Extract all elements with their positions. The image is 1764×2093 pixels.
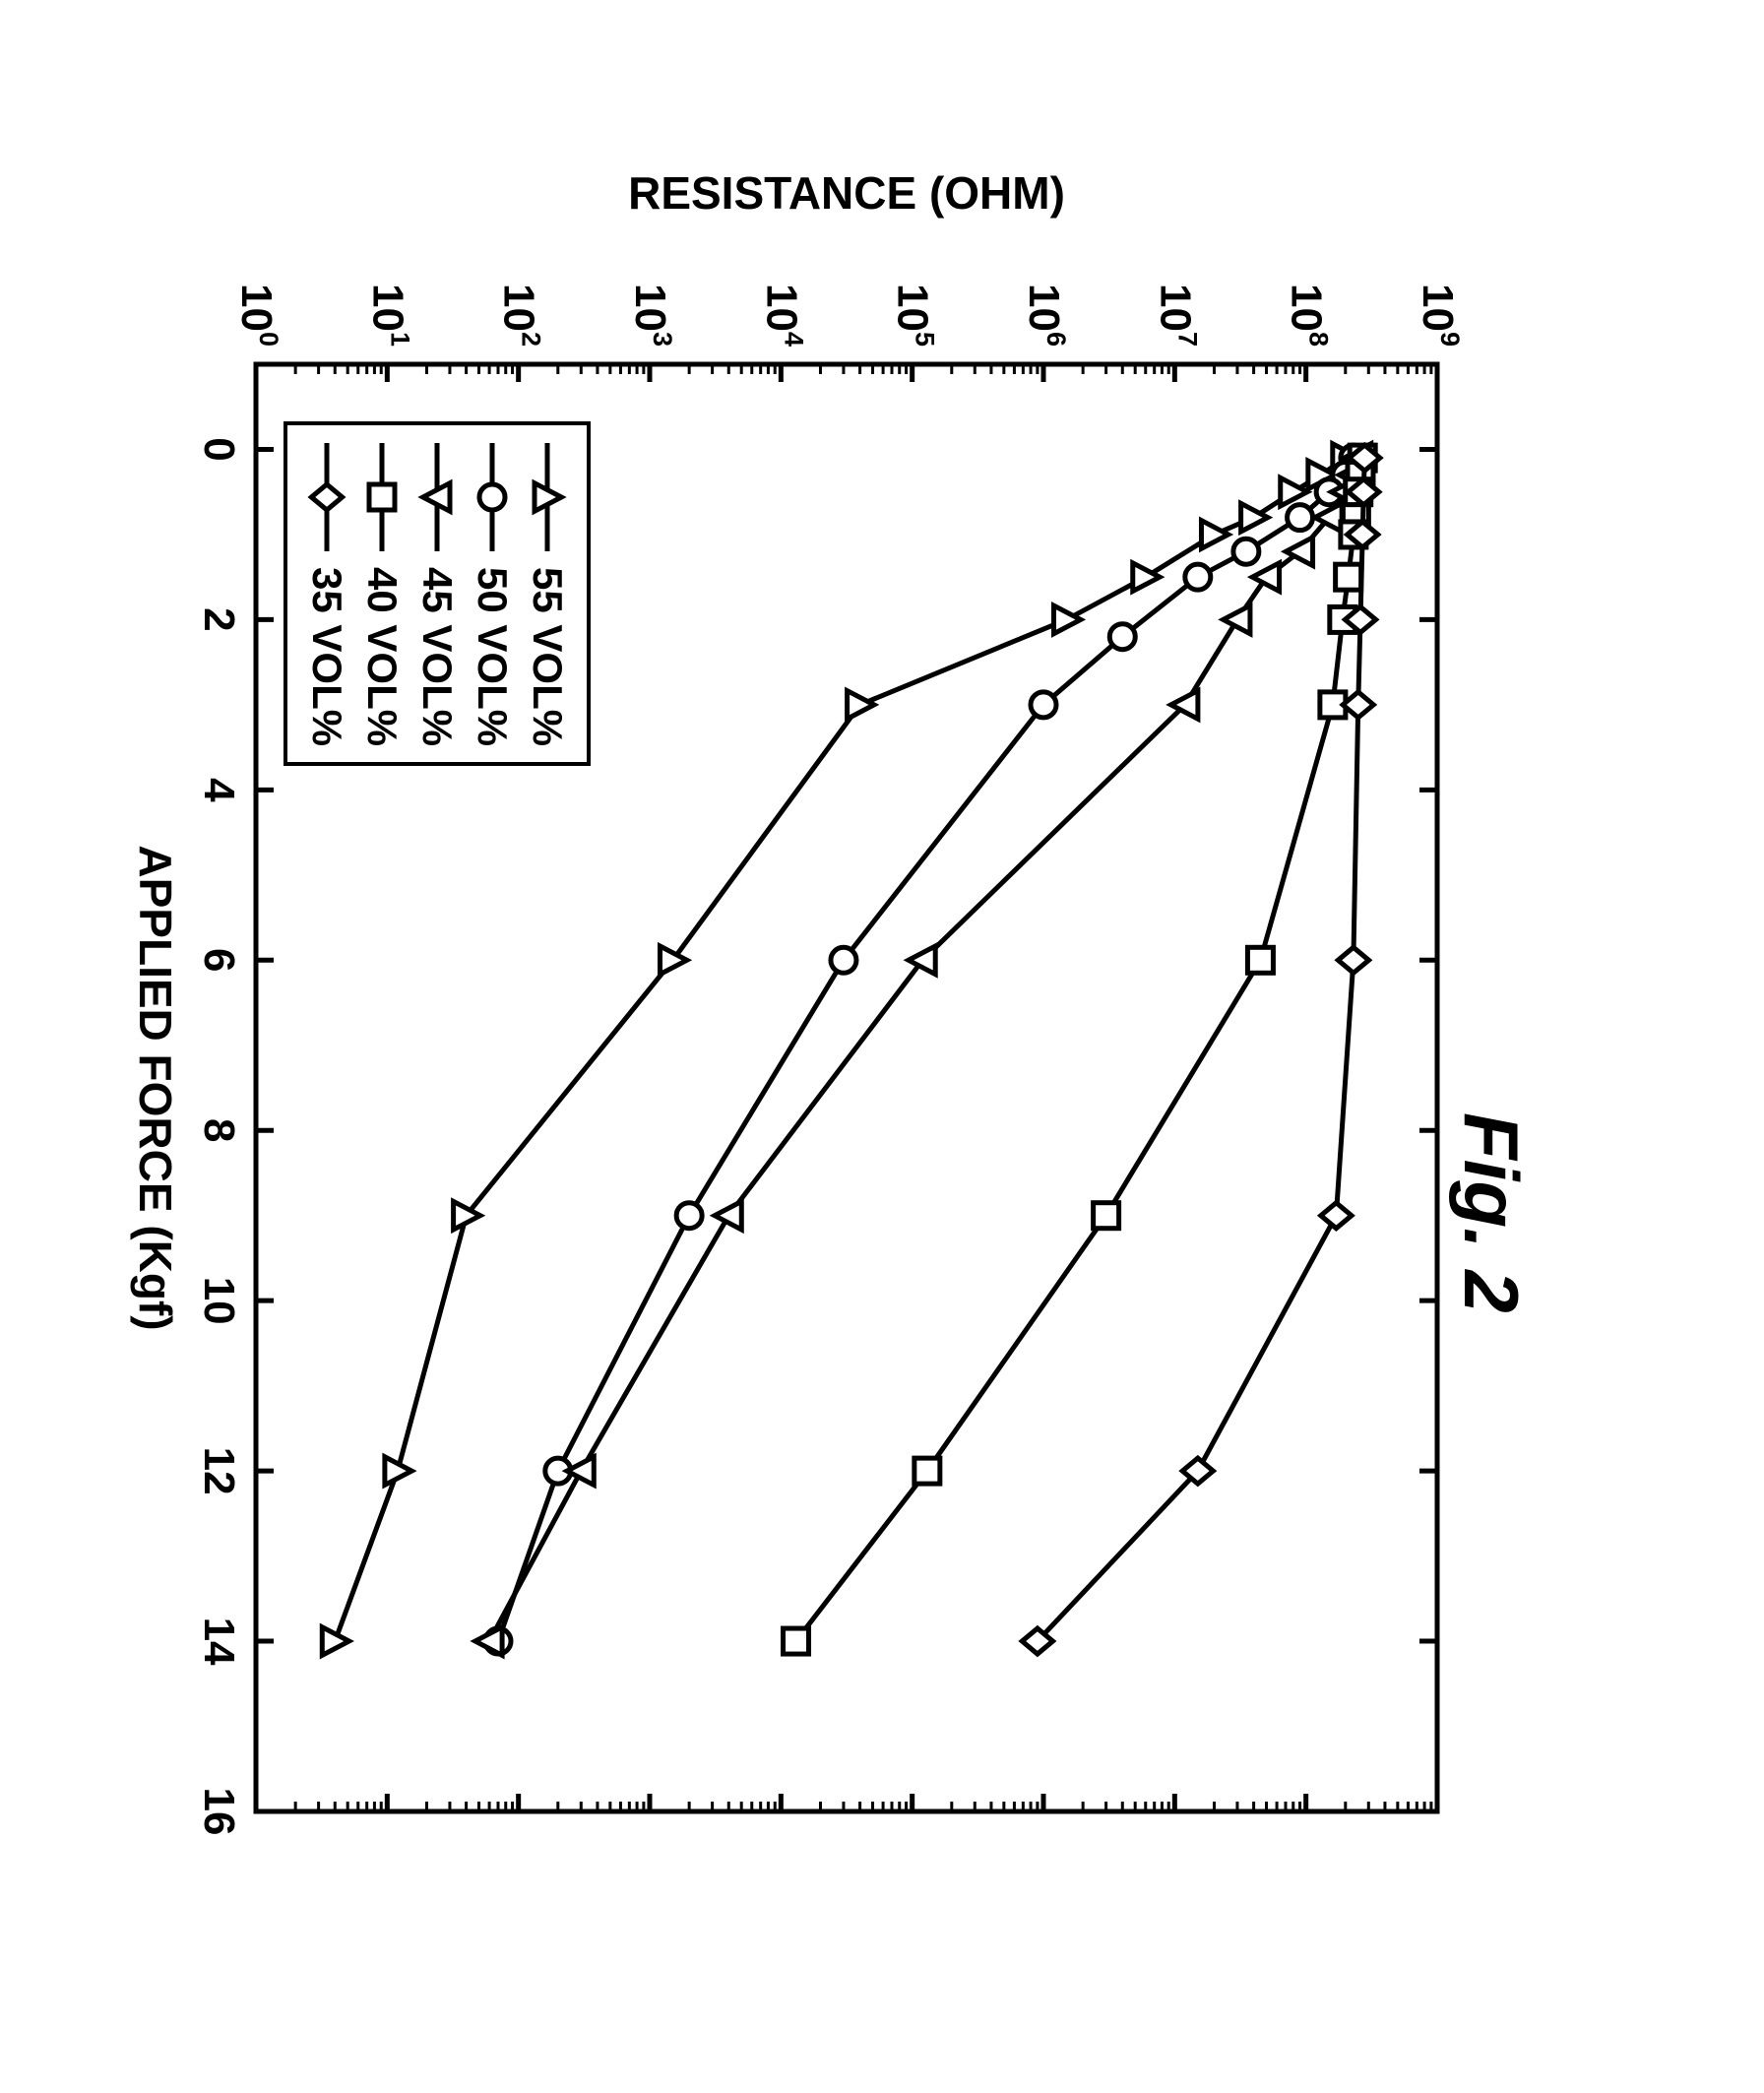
svg-text:8: 8 (195, 1118, 243, 1142)
svg-text:101: 101 (363, 284, 414, 347)
svg-text:APPLIED FORCE (Kgf): APPLIED FORCE (Kgf) (130, 845, 181, 1330)
svg-text:4: 4 (195, 778, 243, 802)
svg-text:100: 100 (232, 284, 284, 347)
svg-text:108: 108 (1283, 284, 1334, 347)
svg-text:6: 6 (195, 948, 243, 972)
svg-text:0: 0 (195, 437, 243, 461)
svg-text:55 VOL%: 55 VOL% (525, 567, 571, 746)
svg-text:45 VOL%: 45 VOL% (414, 567, 461, 746)
svg-text:2: 2 (195, 607, 243, 631)
resistance-vs-force-chart: 0 2 4 6 8 10 12 14 16 100 101 102 103 104 105 106 107 108… (98, 158, 1477, 1851)
svg-text:35 VOL%: 35 VOL% (304, 567, 350, 746)
svg-text:104: 104 (757, 284, 808, 347)
svg-text:10: 10 (195, 1277, 243, 1325)
svg-text:50 VOL%: 50 VOL% (470, 567, 516, 746)
svg-text:RESISTANCE (OHM): RESISTANCE (OHM) (628, 167, 1065, 219)
svg-text:105: 105 (889, 284, 940, 347)
svg-text:14: 14 (195, 1617, 243, 1666)
svg-text:106: 106 (1020, 284, 1071, 347)
svg-text:16: 16 (195, 1788, 243, 1836)
svg-text:40 VOL%: 40 VOL% (359, 567, 406, 746)
svg-text:12: 12 (195, 1447, 243, 1495)
figure-caption: Fig. 2 (1446, 1112, 1536, 1313)
svg-text:102: 102 (495, 284, 546, 347)
svg-text:107: 107 (1151, 284, 1202, 347)
svg-text:103: 103 (626, 284, 677, 347)
svg-text:109: 109 (1414, 284, 1465, 347)
figure-page: 0 2 4 6 8 10 12 14 16 100 101 102 103 104 105 106 107 108… (0, 0, 1764, 2093)
